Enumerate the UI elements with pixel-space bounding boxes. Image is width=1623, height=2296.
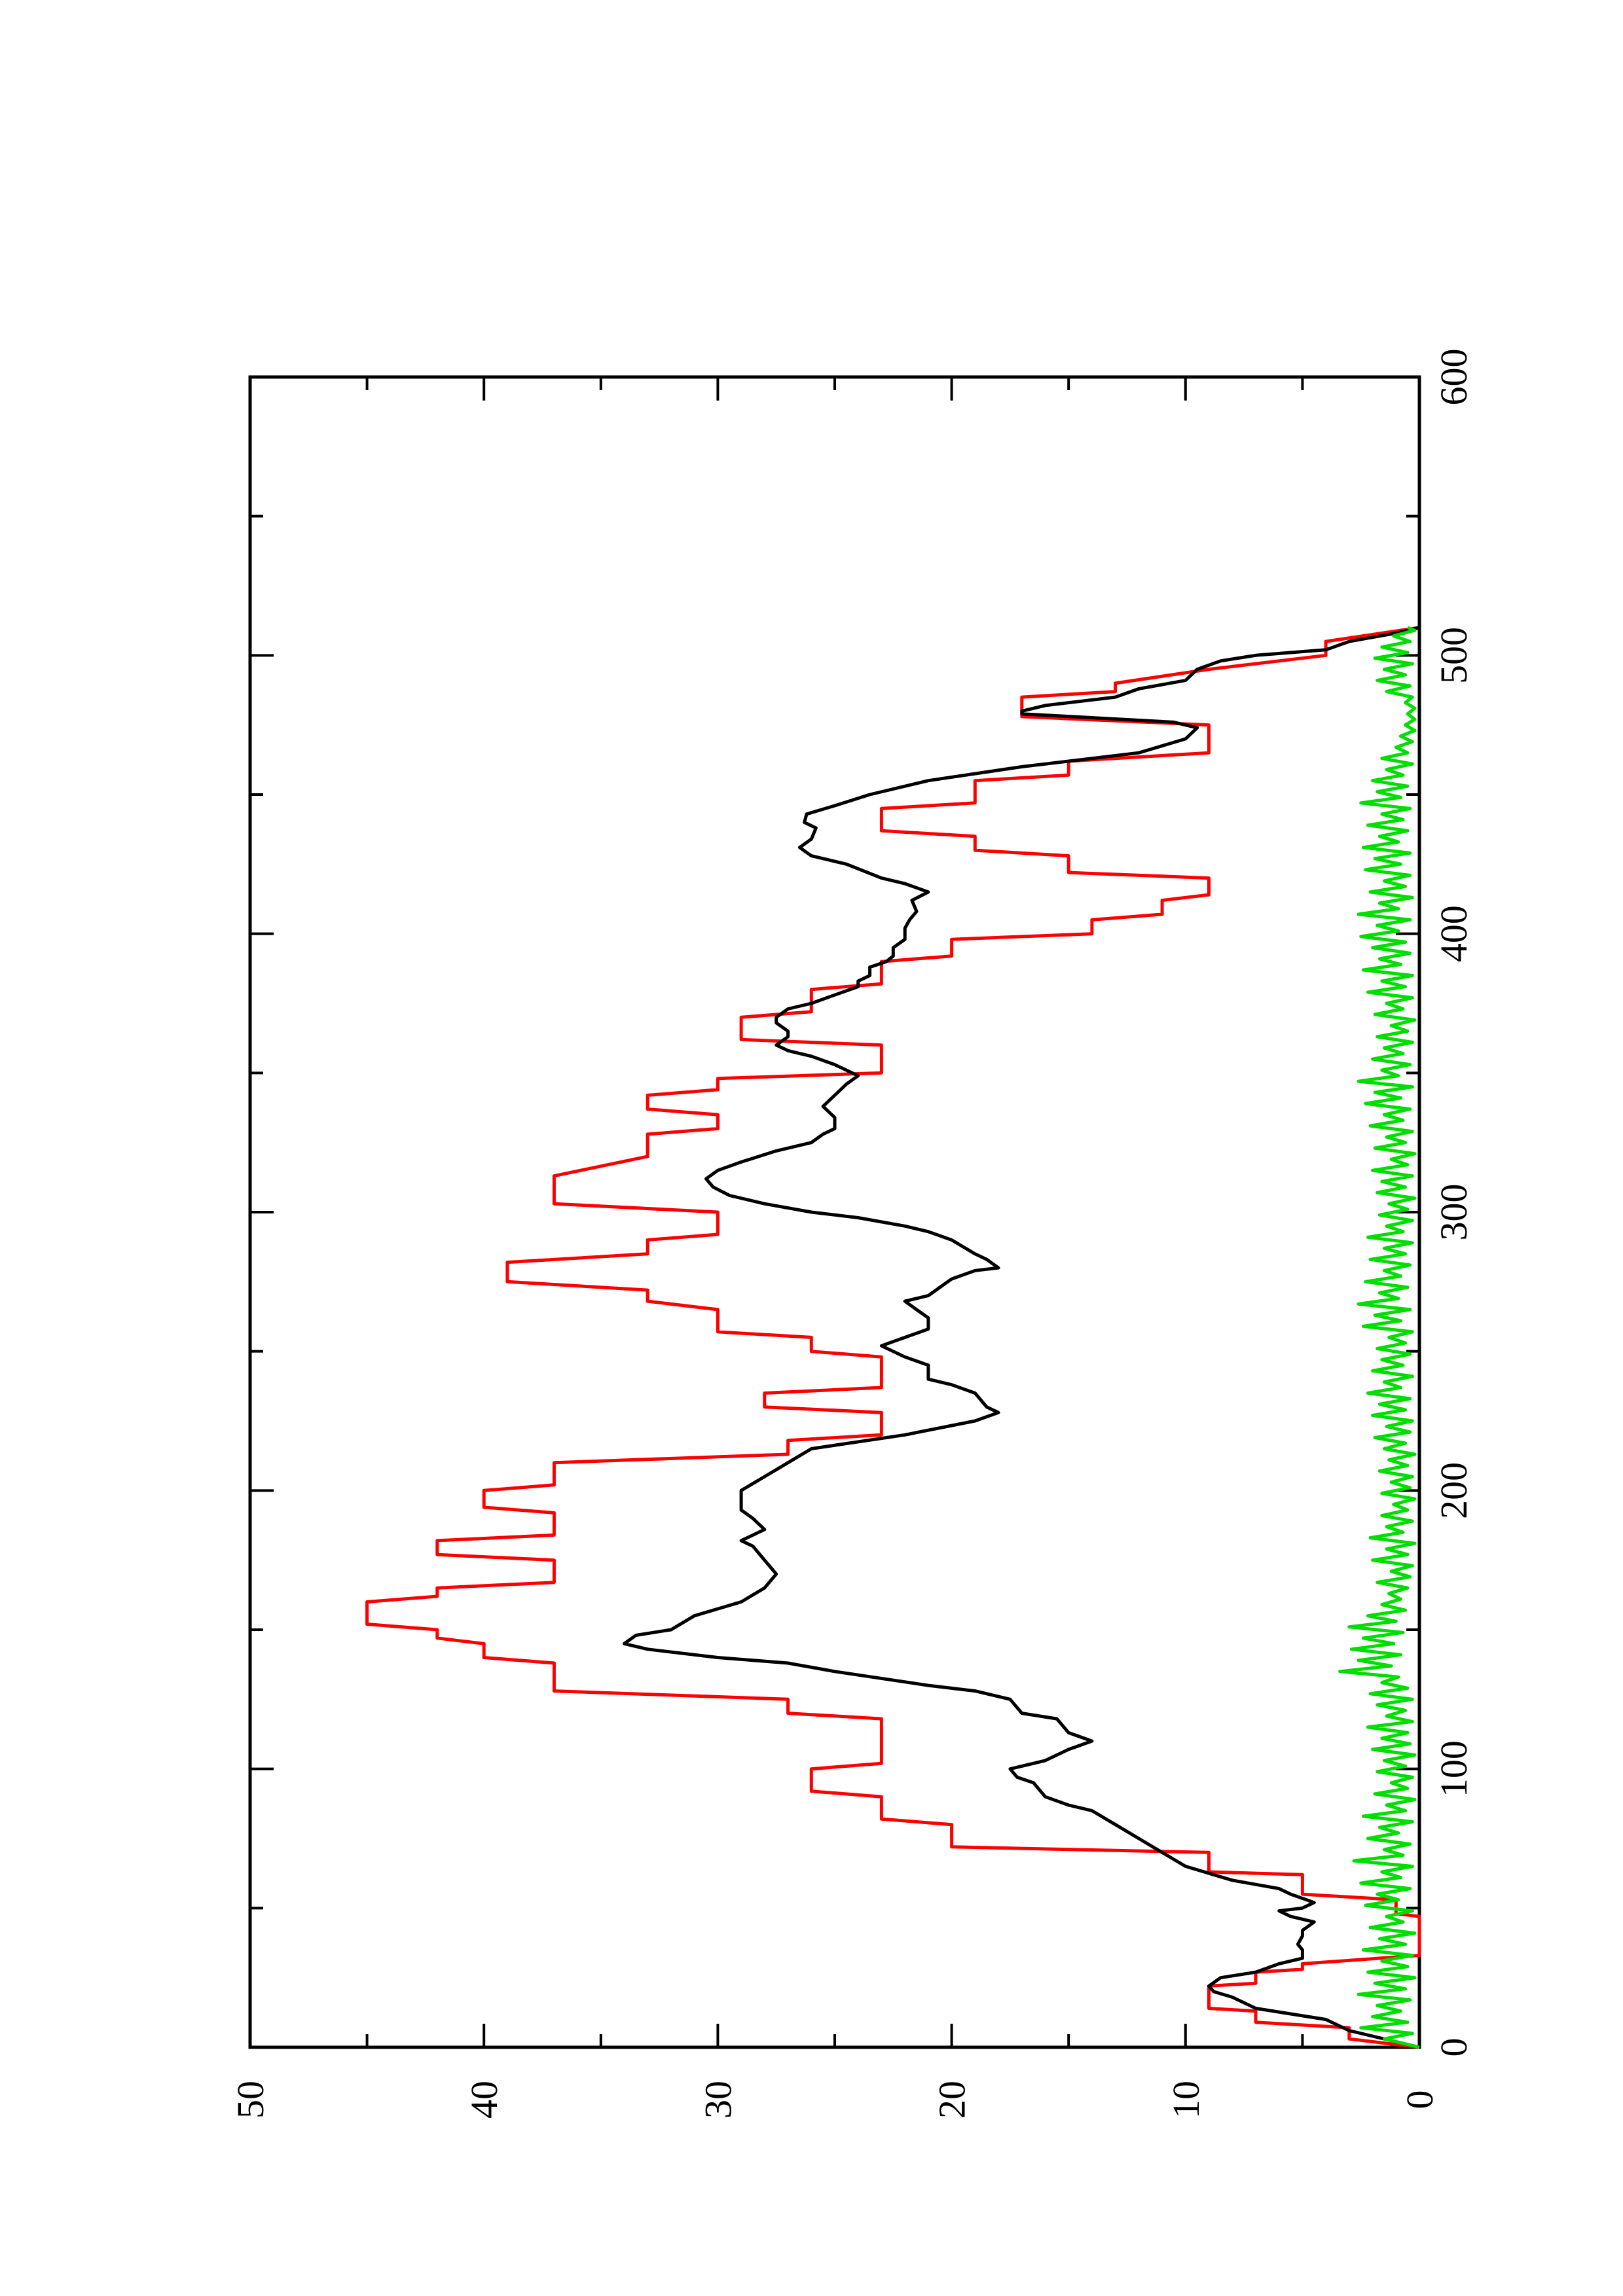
y-tick-label: 50 xyxy=(229,2081,272,2119)
x-tick-label: 200 xyxy=(1432,1462,1475,1519)
tick-labels: 0 100 200 300 400 500 600 0 10 20 30 40 50 xyxy=(229,349,1475,2119)
series-line-3 xyxy=(1338,626,1420,2049)
series-line-2 xyxy=(623,626,1420,2049)
x-tick-label: 500 xyxy=(1432,627,1475,684)
x-tick-label: 100 xyxy=(1432,1740,1475,1797)
tick-marks xyxy=(249,376,1421,2049)
y-tick-label: 20 xyxy=(931,2081,974,2119)
series-group xyxy=(365,626,1421,2049)
y-tick-label: 30 xyxy=(697,2081,739,2119)
x-tick-label: 600 xyxy=(1432,349,1475,406)
x-tick-label: 300 xyxy=(1432,1184,1475,1241)
x-tick-label: 400 xyxy=(1432,905,1475,962)
y-tick-label: 0 xyxy=(1398,2090,1441,2109)
y-tick-label: 10 xyxy=(1165,2081,1207,2119)
y-tick-label: 40 xyxy=(463,2081,505,2119)
series-line-1 xyxy=(365,626,1421,2049)
x-tick-label: 0 xyxy=(1432,2038,1475,2057)
plot-frame xyxy=(248,375,1421,2049)
